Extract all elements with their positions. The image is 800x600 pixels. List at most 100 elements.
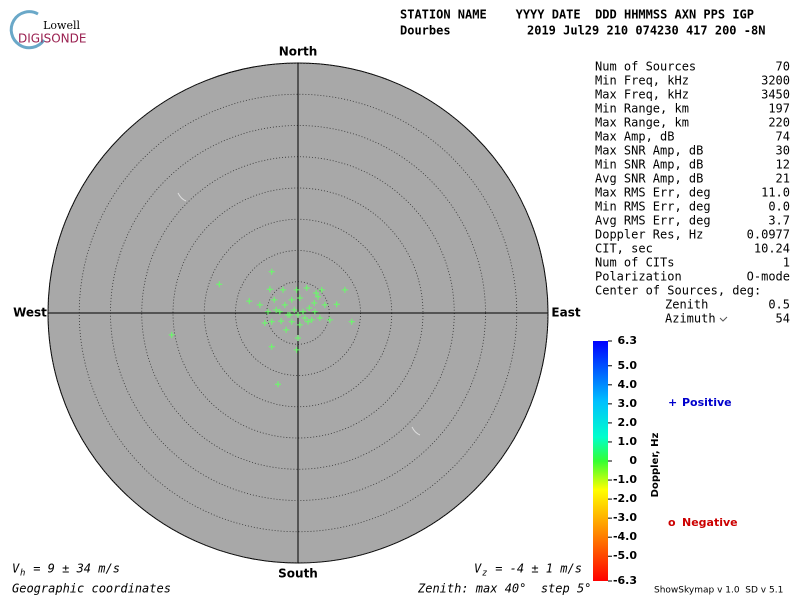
stat-value: O-mode xyxy=(747,270,790,284)
source-point xyxy=(301,315,308,321)
logo-arc xyxy=(9,10,46,50)
stat-label: Avg SNR Amp, dB xyxy=(595,172,703,186)
source-point xyxy=(216,281,223,288)
source-point xyxy=(296,295,303,301)
source-point xyxy=(313,290,320,296)
colorbar-tick-label: 0 xyxy=(629,454,637,467)
version: ShowSkymap v 1.0 SD v 5.1 xyxy=(654,586,783,596)
colorbar-tick-label: -3.0 xyxy=(613,511,637,524)
logo-top: Lowell xyxy=(43,19,80,32)
source-point xyxy=(316,315,323,321)
header-values: 2019 Jul29 210 074230 417 200 -8N xyxy=(527,24,765,38)
colorbar-tick-label: -4.0 xyxy=(613,530,637,543)
stat-label: Min RMS Err, deg xyxy=(595,200,711,214)
source-point xyxy=(293,346,300,353)
stat-value: 3200 xyxy=(761,74,790,88)
source-point xyxy=(326,316,333,323)
source-point xyxy=(280,286,286,293)
stat-label: Max Range, km xyxy=(595,116,689,130)
source-point xyxy=(275,381,281,388)
source-point xyxy=(268,268,275,275)
stat-label: Azimuth xyxy=(665,312,716,326)
stat-label: Num of CITs xyxy=(595,256,674,270)
stat-label: Min SNR Amp, dB xyxy=(595,158,703,172)
source-point xyxy=(246,298,253,305)
stat-label: Doppler Res, Hz xyxy=(595,228,703,242)
stat-value: 3.7 xyxy=(768,214,790,228)
source-point xyxy=(311,300,318,306)
colorbar-tick-label: 4.0 xyxy=(618,378,638,391)
colorbar xyxy=(593,341,608,581)
source-point xyxy=(341,286,348,293)
source-point xyxy=(306,305,313,311)
source-point xyxy=(295,311,301,318)
stat-value: 0.0 xyxy=(768,200,790,214)
source-point xyxy=(348,318,355,325)
source-point xyxy=(321,301,328,308)
source-point xyxy=(296,321,303,328)
zenith-note: Zenith: max 40° step 5° xyxy=(417,582,591,596)
colorbar-tick-label: -2.0 xyxy=(613,492,637,505)
legend-negative: o xyxy=(668,516,676,529)
source-point xyxy=(273,306,280,313)
stat-value: 0.0977 xyxy=(747,228,790,242)
stat-value: 30 xyxy=(776,144,790,158)
source-point xyxy=(305,318,311,325)
colorbar-tick-label: 5.0 xyxy=(618,359,638,372)
stat-label: Max SNR Amp, dB xyxy=(595,144,703,158)
source-point xyxy=(288,296,295,303)
stat-value: 1 xyxy=(783,256,790,270)
azimuth-icon xyxy=(719,316,728,322)
vz-text: = -4 ± 1 m/s xyxy=(488,562,582,576)
source-point xyxy=(265,308,271,315)
stat-value: 197 xyxy=(768,102,790,116)
legend-positive: + xyxy=(668,396,677,409)
vh-text: = 9 ± 34 m/s xyxy=(26,562,120,576)
stat-label: CIT, sec xyxy=(595,242,653,256)
stat-value: 74 xyxy=(776,130,790,144)
direction-label: South xyxy=(278,567,318,581)
vh-symbol: V xyxy=(12,562,20,576)
colorbar-label: Doppler, Hz xyxy=(650,433,661,498)
stat-value: 3450 xyxy=(761,88,790,102)
sky-artifact xyxy=(177,192,421,436)
header-labels: STATION NAME YYYY DATE DDD HHMMSS AXN PP… xyxy=(400,8,754,22)
stat-label: Avg RMS Err, deg xyxy=(595,214,711,228)
source-point xyxy=(308,316,315,323)
colorbar-tick-label: -1.0 xyxy=(613,473,637,486)
stat-value: 220 xyxy=(768,116,790,130)
colorbar-tick-label: 2.0 xyxy=(618,416,638,429)
source-point xyxy=(318,286,325,293)
stat-value: 70 xyxy=(776,60,790,74)
source-point xyxy=(261,320,268,326)
stat-value: 21 xyxy=(776,172,790,186)
logo-bottom: DIGISONDE xyxy=(18,32,86,46)
source-point xyxy=(303,285,310,291)
source-point xyxy=(283,326,290,333)
direction-label: West xyxy=(13,306,47,320)
header-station: Dourbes xyxy=(400,24,451,38)
colorbar-tick-label: 3.0 xyxy=(618,397,638,410)
stat-value: 12 xyxy=(776,158,790,172)
stat-label: Num of Sources xyxy=(595,60,696,74)
vh-sub: h xyxy=(20,569,25,579)
source-point xyxy=(268,343,275,350)
vz-symbol: V xyxy=(474,562,482,576)
vz-sub: z xyxy=(482,569,487,579)
source-point xyxy=(295,335,301,341)
colorbar-tick-label: -6.3 xyxy=(613,574,637,587)
direction-label: North xyxy=(279,45,317,59)
source-point xyxy=(315,293,321,300)
source-point xyxy=(168,331,175,338)
source-point xyxy=(285,311,291,318)
stat-label: Max RMS Err, deg xyxy=(595,186,711,200)
stat-label: Max Freq, kHz xyxy=(595,88,689,102)
stat-label: Max Amp, dB xyxy=(595,130,674,144)
stat-value: 10.24 xyxy=(754,242,790,256)
source-point xyxy=(256,301,263,308)
legend-positive-label: Positive xyxy=(682,396,732,409)
source-point xyxy=(333,301,340,308)
source-point xyxy=(276,308,283,315)
stat-label: Min Freq, kHz xyxy=(595,74,689,88)
